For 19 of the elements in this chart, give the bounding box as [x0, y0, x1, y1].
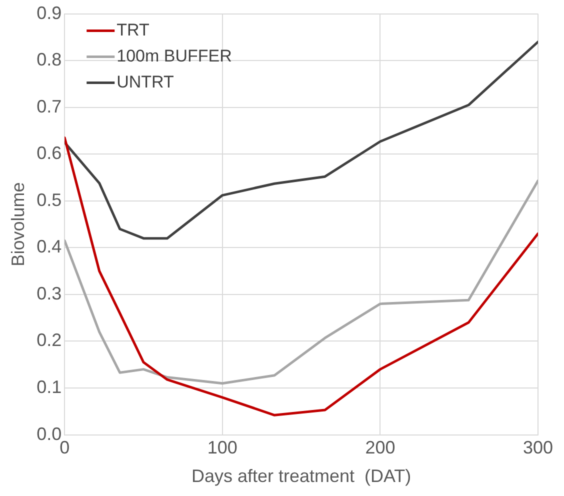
y-tick-label: 0.8	[36, 50, 62, 70]
x-tick-label: 200	[365, 438, 396, 458]
y-tick-label: 0.0	[36, 424, 62, 444]
x-tick-label: 100	[207, 438, 238, 458]
y-tick-label: 0.7	[36, 96, 62, 116]
x-tick-label: 0	[60, 438, 70, 458]
legend-label: TRT	[116, 20, 150, 40]
x-tick-label: 300	[522, 438, 554, 458]
y-tick-label: 0.2	[36, 330, 62, 350]
y-tick-label: 0.4	[36, 236, 62, 257]
y-tick-label: 0.6	[36, 143, 62, 164]
y-tick-label: 0.1	[36, 376, 62, 397]
y-tick-label: 0.9	[36, 2, 62, 23]
y-tick-label: 0.3	[36, 283, 62, 304]
y-axis-title: Biovolume	[8, 182, 28, 266]
x-axis-title: Days after treatment (DAT)	[191, 466, 412, 486]
y-tick-label: 0.5	[36, 190, 62, 210]
legend-label: 100m BUFFER	[116, 46, 232, 66]
legend-label: UNTRT	[116, 72, 174, 92]
